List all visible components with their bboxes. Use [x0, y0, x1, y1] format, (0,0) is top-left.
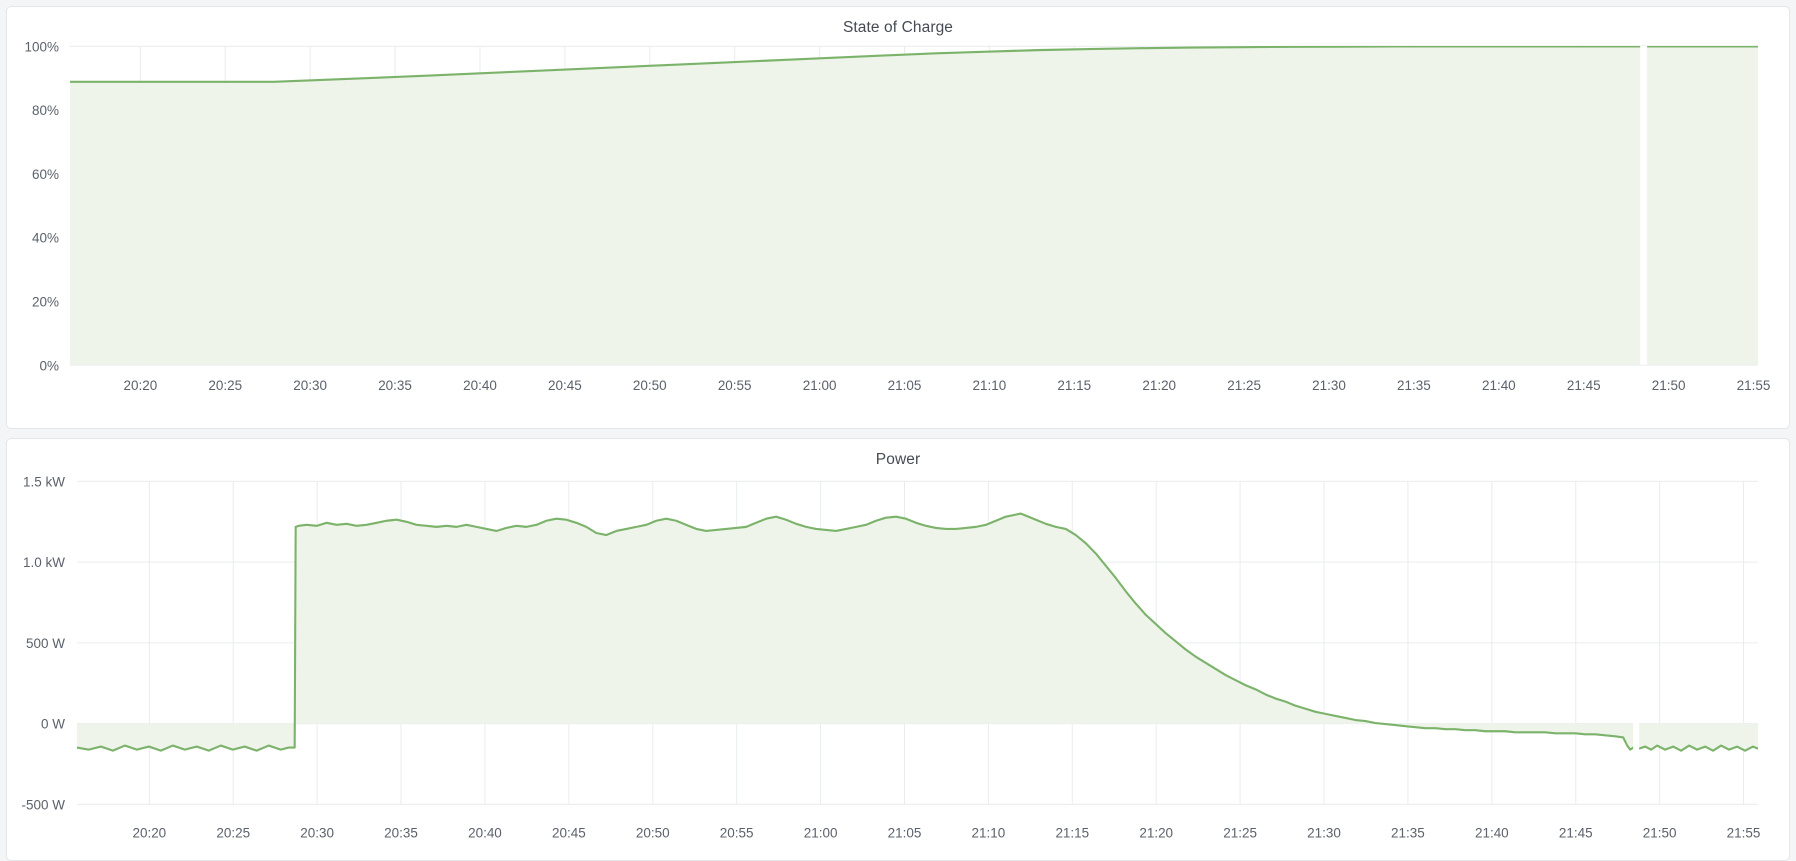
- soc-xtick-1: 20:25: [208, 378, 242, 393]
- soc-xtick-2: 20:30: [293, 378, 327, 393]
- power-xtick-9: 21:05: [888, 825, 922, 840]
- soc-y-axis: 100% 80% 60% 40% 20% 0%: [24, 39, 58, 373]
- power-line: [76, 512, 1759, 752]
- power-ytick-1: 1.0 kW: [23, 555, 65, 570]
- chart-card-power[interactable]: Power: [6, 438, 1790, 861]
- power-y-axis: 1.5 kW 1.0 kW 500 W 0 W -500 W: [22, 474, 66, 812]
- power-ytick-0: 1.5 kW: [23, 474, 65, 489]
- soc-xtick-14: 21:30: [1312, 378, 1346, 393]
- power-ytick-3: 0 W: [41, 717, 65, 732]
- soc-ytick-5: 0%: [39, 358, 58, 373]
- soc-ytick-0: 100%: [24, 39, 58, 54]
- power-xtick-4: 20:40: [468, 825, 502, 840]
- power-xtick-13: 21:25: [1223, 825, 1257, 840]
- plot-area-power[interactable]: 1.5 kW 1.0 kW 500 W 0 W -500 W 20:20 20:…: [7, 439, 1789, 860]
- power-xtick-10: 21:10: [972, 825, 1006, 840]
- power-xtick-5: 20:45: [552, 825, 586, 840]
- soc-ytick-2: 60%: [32, 167, 59, 182]
- power-xtick-15: 21:35: [1391, 825, 1425, 840]
- soc-xtick-10: 21:10: [973, 378, 1007, 393]
- power-ytick-4: -500 W: [22, 797, 66, 812]
- power-xtick-0: 20:20: [132, 825, 166, 840]
- soc-ytick-3: 40%: [32, 231, 59, 246]
- soc-xtick-6: 20:50: [633, 378, 667, 393]
- soc-xtick-17: 21:45: [1567, 378, 1601, 393]
- soc-xtick-8: 21:00: [803, 378, 837, 393]
- soc-xtick-7: 20:55: [718, 378, 752, 393]
- power-xtick-1: 20:25: [216, 825, 250, 840]
- power-xtick-19: 21:55: [1727, 825, 1761, 840]
- power-area: [76, 513, 1759, 751]
- soc-xtick-13: 21:25: [1227, 378, 1261, 393]
- soc-series: [69, 45, 1759, 365]
- soc-xtick-12: 21:20: [1142, 378, 1176, 393]
- soc-xtick-9: 21:05: [888, 378, 922, 393]
- soc-xtick-4: 20:40: [463, 378, 497, 393]
- power-xtick-16: 21:40: [1475, 825, 1509, 840]
- soc-xtick-11: 21:15: [1057, 378, 1091, 393]
- power-ytick-2: 500 W: [26, 636, 65, 651]
- soc-ytick-1: 80%: [32, 103, 59, 118]
- power-xtick-11: 21:15: [1055, 825, 1089, 840]
- power-xtick-3: 20:35: [384, 825, 418, 840]
- power-xtick-8: 21:00: [804, 825, 838, 840]
- soc-xtick-19: 21:55: [1737, 378, 1771, 393]
- power-x-axis: 20:20 20:25 20:30 20:35 20:40 20:45 20:5…: [132, 825, 1760, 840]
- soc-xtick-15: 21:35: [1397, 378, 1431, 393]
- power-xtick-2: 20:30: [300, 825, 334, 840]
- power-xtick-17: 21:45: [1559, 825, 1593, 840]
- soc-ytick-4: 20%: [32, 294, 59, 309]
- soc-svg: 100% 80% 60% 40% 20% 0% 20:20 20:25 20:3…: [24, 39, 1770, 393]
- power-data-gap: [1633, 714, 1640, 756]
- plot-area-state-of-charge[interactable]: 100% 80% 60% 40% 20% 0% 20:20 20:25 20:3…: [7, 7, 1789, 428]
- power-series: [76, 512, 1759, 756]
- power-xtick-7: 20:55: [720, 825, 754, 840]
- power-xtick-18: 21:50: [1643, 825, 1677, 840]
- power-svg: 1.5 kW 1.0 kW 500 W 0 W -500 W 20:20 20:…: [22, 474, 1761, 840]
- soc-xtick-18: 21:50: [1652, 378, 1686, 393]
- soc-area: [69, 46, 1759, 365]
- soc-xtick-0: 20:20: [123, 378, 157, 393]
- power-xtick-12: 21:20: [1139, 825, 1173, 840]
- soc-xtick-3: 20:35: [378, 378, 412, 393]
- soc-data-gap: [1640, 45, 1648, 365]
- chart-title-power: Power: [875, 451, 921, 468]
- power-xtick-6: 20:50: [636, 825, 670, 840]
- chart-title-state-of-charge: State of Charge: [842, 19, 954, 36]
- soc-line: [69, 45, 1759, 83]
- soc-x-axis: 20:20 20:25 20:30 20:35 20:40 20:45 20:5…: [123, 378, 1770, 393]
- soc-xtick-5: 20:45: [548, 378, 582, 393]
- chart-card-state-of-charge[interactable]: State of Charge: [6, 6, 1790, 429]
- power-xtick-14: 21:30: [1307, 825, 1341, 840]
- soc-xtick-16: 21:40: [1482, 378, 1516, 393]
